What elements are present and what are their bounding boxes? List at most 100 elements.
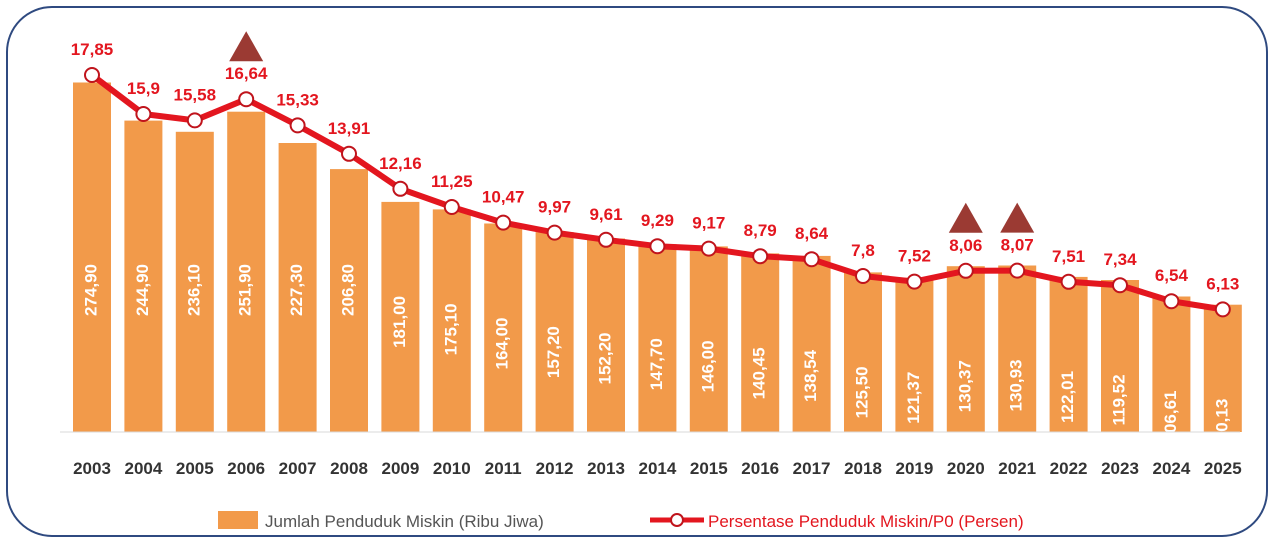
- increase-markers-group: [229, 31, 1035, 233]
- percentage-value-label: 8,79: [744, 221, 777, 240]
- year-label-2018: 2018: [844, 459, 882, 478]
- bar-value-label: 106,61: [1161, 391, 1180, 443]
- year-label-2007: 2007: [279, 459, 317, 478]
- bar-value-label: 130,93: [1007, 359, 1026, 411]
- line-point-2016: [752, 248, 769, 265]
- line-point-2009: [392, 180, 409, 197]
- year-label-2024: 2024: [1152, 459, 1190, 478]
- line-point-2018: [855, 268, 871, 284]
- year-label-2004: 2004: [124, 459, 162, 478]
- bar-2005: [175, 131, 214, 433]
- bar-value-label: 140,45: [750, 347, 769, 399]
- percentage-value-label: 15,58: [174, 85, 217, 104]
- year-label-2003: 2003: [73, 459, 111, 478]
- bar-2016: [741, 253, 780, 432]
- bar-2025: [1203, 304, 1242, 432]
- legend-bar-label: Jumlah Penduduk Miskin (Ribu Jiwa): [265, 512, 544, 531]
- bar-2014: [638, 244, 677, 432]
- percentage-value-label: 8,07: [1001, 236, 1034, 255]
- bars-group: [73, 82, 1242, 433]
- percentage-value-label: 7,51: [1052, 247, 1085, 266]
- bar-2011: [484, 223, 523, 432]
- bar-2018: [844, 272, 882, 432]
- bar-labels-group: 274,90 244,90 236,10 251,90 227,30 206,80 181,…: [81, 264, 1231, 451]
- bar-value-label: 119,52: [1109, 374, 1128, 425]
- bar-value-label: 244,90: [133, 264, 152, 316]
- bar-2015: [689, 246, 728, 432]
- year-label-2013: 2013: [587, 459, 625, 478]
- bar-2003: [73, 82, 111, 432]
- line-point-2008: [341, 145, 357, 162]
- line-point-2003: [84, 67, 100, 83]
- percentage-value-label: 11,25: [431, 172, 473, 191]
- bar-value-label: 130,37: [955, 360, 974, 412]
- line-point-2011: [495, 214, 512, 231]
- year-label-2022: 2022: [1050, 459, 1088, 478]
- bar-value-label: 164,00: [493, 318, 512, 370]
- bar-2010: [432, 209, 471, 432]
- bar-2021: [998, 265, 1037, 432]
- increase-marker-2021: [1000, 202, 1035, 233]
- bar-2013: [587, 238, 625, 432]
- percentage-value-label: 6,54: [1155, 266, 1189, 285]
- year-label-2021: 2021: [998, 459, 1036, 478]
- line-point-2013: [598, 231, 614, 248]
- year-label-2015: 2015: [690, 459, 728, 478]
- bar-2012: [535, 232, 574, 432]
- percentage-value-label: 17,85: [71, 40, 114, 59]
- percentage-labels-group: 17,85 15,9 15,58 16,64 15,33 13,91 12,16 11,25 1…: [71, 40, 1240, 293]
- line-point-2025: [1214, 301, 1231, 318]
- legend-line-label: Persentase Penduduk Miskin/P0 (Persen): [708, 512, 1024, 531]
- bar-value-label: 274,90: [81, 264, 100, 316]
- line-point-2021: [1009, 262, 1026, 279]
- line-point-2019: [906, 273, 923, 290]
- line-point-2020: [957, 262, 974, 279]
- percentage-value-label: 7,34: [1103, 250, 1137, 269]
- bar-2007: [278, 143, 317, 432]
- year-label-2009: 2009: [381, 459, 419, 478]
- bar-2009: [381, 201, 420, 432]
- bar-value-label: 125,50: [852, 366, 871, 418]
- line-point-2005: [186, 112, 203, 129]
- line-point-2004: [135, 106, 152, 122]
- year-label-2017: 2017: [793, 459, 831, 478]
- percentage-value-label: 8,64: [795, 224, 829, 243]
- year-label-2019: 2019: [895, 459, 933, 478]
- line-point-2024: [1163, 293, 1180, 310]
- year-label-2014: 2014: [638, 459, 676, 478]
- x-tick-labels-group: 2003 2004 2005 2006 2007 2008 2009 2010 2011 2012…: [73, 459, 1242, 478]
- bar-value-label: 138,54: [801, 349, 820, 402]
- bar-2022: [1049, 276, 1088, 432]
- year-label-2005: 2005: [176, 459, 214, 478]
- bar-value-label: 181,00: [390, 296, 409, 348]
- bar-value-label: 100,13: [1212, 399, 1231, 451]
- line-point-2012: [546, 224, 563, 241]
- percentage-value-label: 12,16: [379, 154, 422, 173]
- increase-marker-2006: [229, 31, 264, 62]
- line-markers-group: [84, 67, 1231, 318]
- percentage-value-label: 9,97: [538, 198, 571, 217]
- bar-2020: [946, 266, 985, 432]
- bar-value-label: 157,20: [544, 326, 563, 378]
- chart-frame: [6, 6, 1268, 537]
- percentage-value-label: 9,61: [589, 205, 622, 224]
- bar-value-label: 251,90: [236, 264, 255, 316]
- bar-2024: [1152, 296, 1191, 432]
- bar-value-label: 227,30: [287, 264, 306, 316]
- year-label-2025: 2025: [1204, 459, 1242, 478]
- percentage-value-label: 7,8: [851, 241, 875, 260]
- year-label-2011: 2011: [485, 459, 522, 478]
- bar-2017: [792, 255, 831, 432]
- percentage-value-label: 9,17: [692, 214, 725, 233]
- bar-2023: [1101, 280, 1139, 432]
- increase-marker-2020: [948, 202, 983, 233]
- bar-value-label: 175,10: [441, 303, 460, 355]
- legend: Jumlah Penduduk Miskin (Ribu Jiwa) Perse…: [218, 511, 1024, 531]
- percentage-value-label: 10,47: [482, 188, 525, 207]
- bar-2008: [330, 169, 368, 432]
- percentage-value-label: 9,29: [641, 211, 674, 230]
- bar-2019: [895, 277, 934, 432]
- year-label-2012: 2012: [536, 459, 574, 478]
- line-point-2015: [700, 240, 717, 257]
